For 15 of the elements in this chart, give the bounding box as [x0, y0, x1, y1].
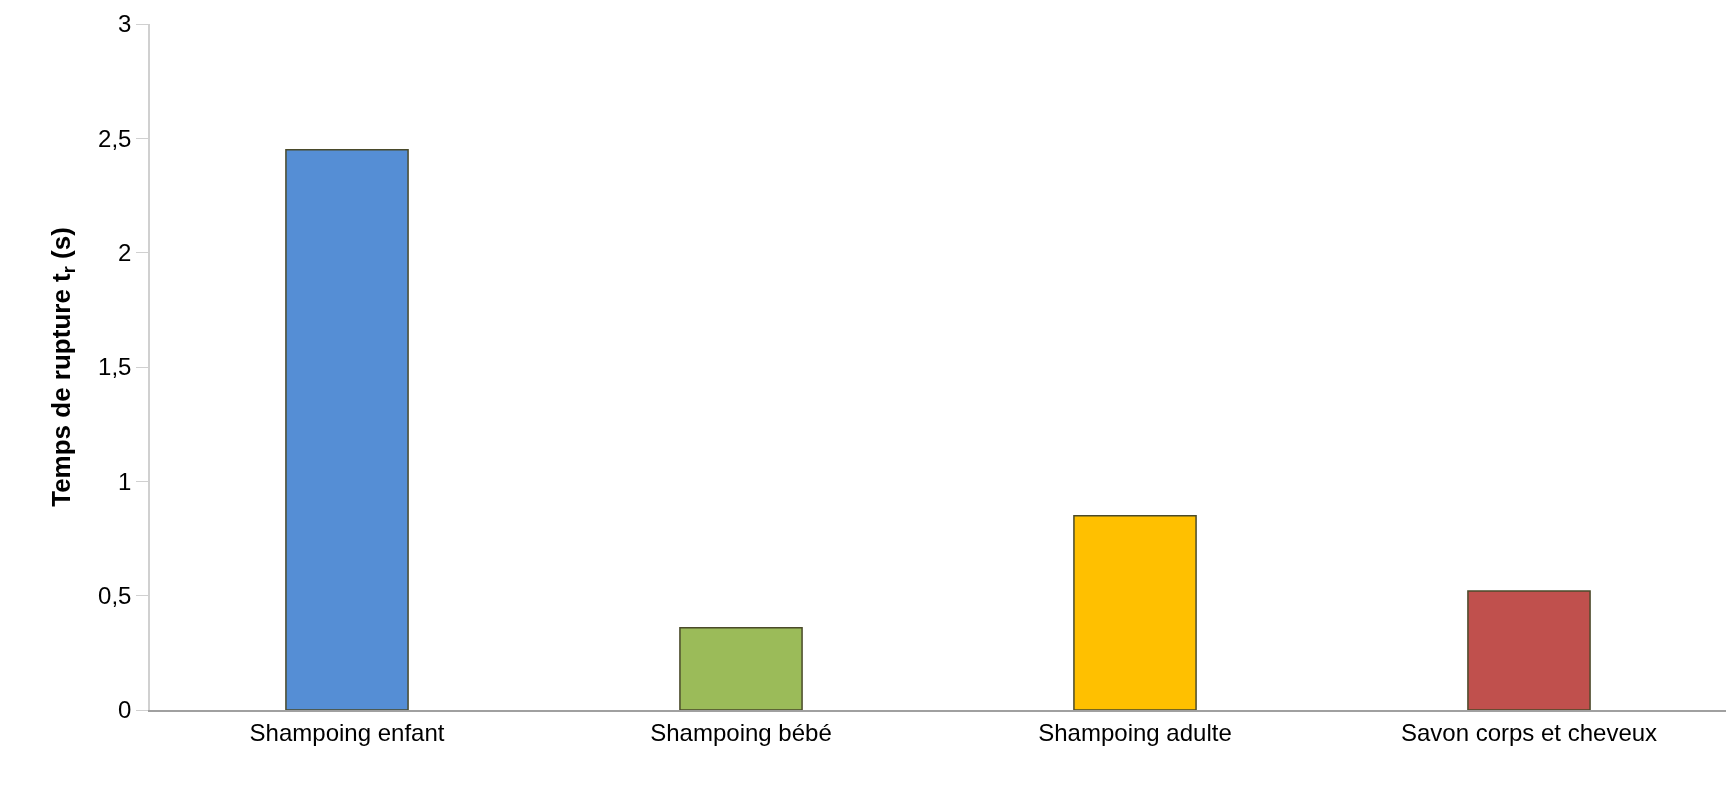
- bar: [1467, 590, 1591, 710]
- y-tick-label: 2,5: [98, 124, 132, 152]
- y-tick-label: 1: [118, 467, 132, 495]
- x-tick-label: Shampoing adulte: [1038, 718, 1232, 746]
- x-tick-label: Savon corps et cheveux: [1400, 718, 1658, 746]
- y-tick-label: 0: [118, 696, 132, 724]
- x-tick-label: Shampoing bébé: [650, 718, 832, 746]
- y-tick-label: 0,5: [98, 582, 132, 610]
- y-tick-label: 3: [118, 10, 132, 38]
- x-tick-label: Shampoing enfant: [249, 718, 445, 746]
- bar: [679, 626, 803, 710]
- y-tick-label: 2: [118, 239, 132, 267]
- bar: [1073, 514, 1197, 710]
- bar: [285, 149, 409, 710]
- y-tick-label: 1,5: [98, 353, 132, 381]
